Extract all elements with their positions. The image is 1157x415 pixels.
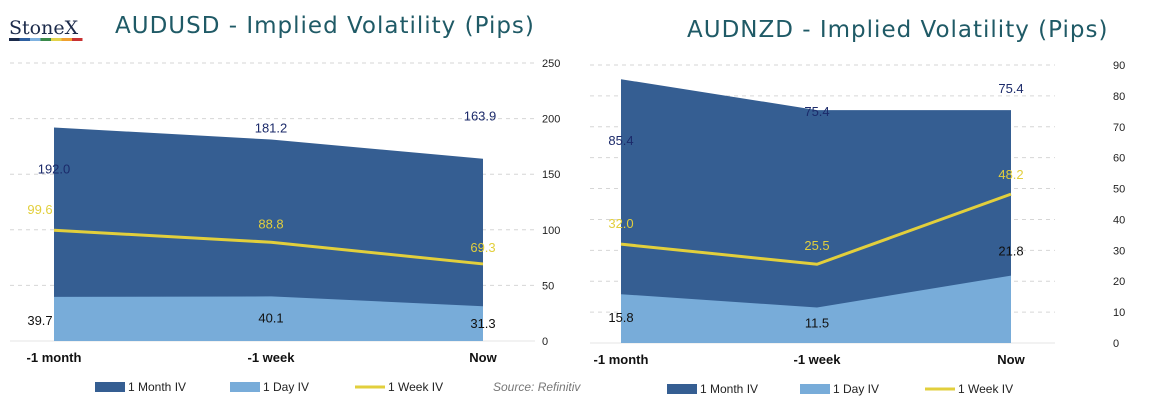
logo-text: StoneX	[9, 17, 79, 39]
logo-stripe-segment	[40, 38, 51, 41]
logo-stripe-segment	[51, 38, 62, 41]
data-label-1-week-iv: 99.6	[27, 202, 52, 217]
data-label-1-month-iv: 75.4	[998, 81, 1023, 96]
data-label-1-month-iv: 192.0	[38, 161, 71, 176]
legend-item: 1 Week IV	[925, 382, 1013, 396]
line-1-week-iv	[620, 192, 1012, 266]
data-label-1-week-iv: 25.5	[804, 238, 829, 253]
y-tick-label: 20	[1113, 276, 1125, 288]
y-tick-label: 40	[1113, 214, 1125, 226]
data-label-1-month-iv: 85.4	[608, 133, 633, 148]
x-category-label: -1 month	[594, 352, 649, 367]
y-tick-label: 50	[1113, 184, 1125, 196]
y-tick-label: 90	[1113, 60, 1125, 72]
y-tick-label: 0	[1113, 338, 1119, 350]
logo-stripe	[9, 38, 83, 41]
data-label-1-week-iv: 88.8	[258, 216, 283, 231]
chart-0: 0 50 100 150 200 250 192.0 181.2 163.9 39.7 40.1 31…	[10, 58, 560, 394]
y-tick-label: 250	[542, 58, 560, 70]
data-label-1-month-iv: 163.9	[464, 109, 497, 124]
logo-stripe-segment	[9, 38, 20, 41]
data-label-1-week-iv: 32.0	[608, 216, 633, 231]
legend-swatch	[800, 384, 830, 394]
chart-title-audnzd: AUDNZD - Implied Volatility (Pips)	[687, 17, 1108, 43]
y-tick-label: 0	[542, 336, 548, 348]
legend-item: 1 Day IV	[800, 382, 879, 396]
area-1-day-iv	[621, 275, 1011, 343]
x-category-label: Now	[997, 352, 1025, 367]
legend-label: 1 Day IV	[833, 382, 879, 396]
data-label-1-week-iv: 69.3	[470, 240, 495, 255]
data-label-1-month-iv: 75.4	[804, 104, 829, 119]
area-1-day-iv	[54, 296, 483, 341]
data-label-1-day-iv: 31.3	[470, 316, 495, 331]
y-tick-label: 30	[1113, 245, 1125, 257]
y-tick-label: 100	[542, 225, 560, 237]
legend-swatch	[230, 382, 260, 392]
data-label-1-week-iv: 48.2	[998, 167, 1023, 182]
y-tick-label: 70	[1113, 122, 1125, 134]
data-label-1-day-iv: 11.5	[805, 315, 829, 330]
legend-label: 1 Week IV	[958, 382, 1013, 396]
x-category-label: Now	[469, 350, 497, 365]
logo-stripe-segment	[61, 38, 72, 41]
data-label-1-day-iv: 40.1	[258, 310, 283, 325]
x-category-label: -1 week	[248, 350, 296, 365]
data-label-1-day-iv: 15.8	[608, 310, 633, 325]
data-label-1-day-iv: 21.8	[998, 244, 1023, 259]
logo-stripe-segment	[72, 38, 83, 41]
y-tick-label: 50	[542, 280, 554, 292]
data-label-1-day-iv: 39.7	[27, 313, 52, 328]
legend-item: 1 Week IV	[355, 380, 443, 394]
legend-item: 1 Month IV	[667, 382, 758, 396]
legend-item: 1 Month IV	[95, 380, 186, 394]
legend-swatch	[95, 382, 125, 392]
y-tick-label: 60	[1113, 153, 1125, 165]
chart-title-audusd: AUDUSD - Implied Volatility (Pips)	[115, 13, 535, 39]
legend-swatch	[667, 384, 697, 394]
stonex-logo: StoneX	[9, 17, 83, 41]
y-tick-label: 10	[1113, 307, 1125, 319]
logo-stripe-segment	[19, 38, 30, 41]
legend-label: 1 Month IV	[128, 380, 186, 394]
y-tick-label: 200	[542, 114, 560, 126]
logo-stripe-segment	[30, 38, 41, 41]
data-label-1-month-iv: 181.2	[255, 121, 288, 136]
y-tick-label: 80	[1113, 91, 1125, 103]
legend-label: 1 Week IV	[388, 380, 443, 394]
area-1-month-iv	[54, 127, 483, 341]
y-tick-label: 150	[542, 169, 560, 181]
chart-1: 0 10 20 30 40 50 60 70 80 90 85.4 75.4 75.4 15.8 11.5 2…	[590, 60, 1125, 396]
source-note: Source: Refinitiv	[493, 380, 581, 394]
x-category-label: -1 week	[794, 352, 842, 367]
x-category-label: -1 month	[27, 350, 82, 365]
line-1-week-iv	[53, 228, 484, 266]
legend-label: 1 Day IV	[263, 380, 309, 394]
area-1-month-iv	[621, 79, 1011, 343]
legend-label: 1 Month IV	[700, 382, 758, 396]
legend-item: 1 Day IV	[230, 380, 309, 394]
